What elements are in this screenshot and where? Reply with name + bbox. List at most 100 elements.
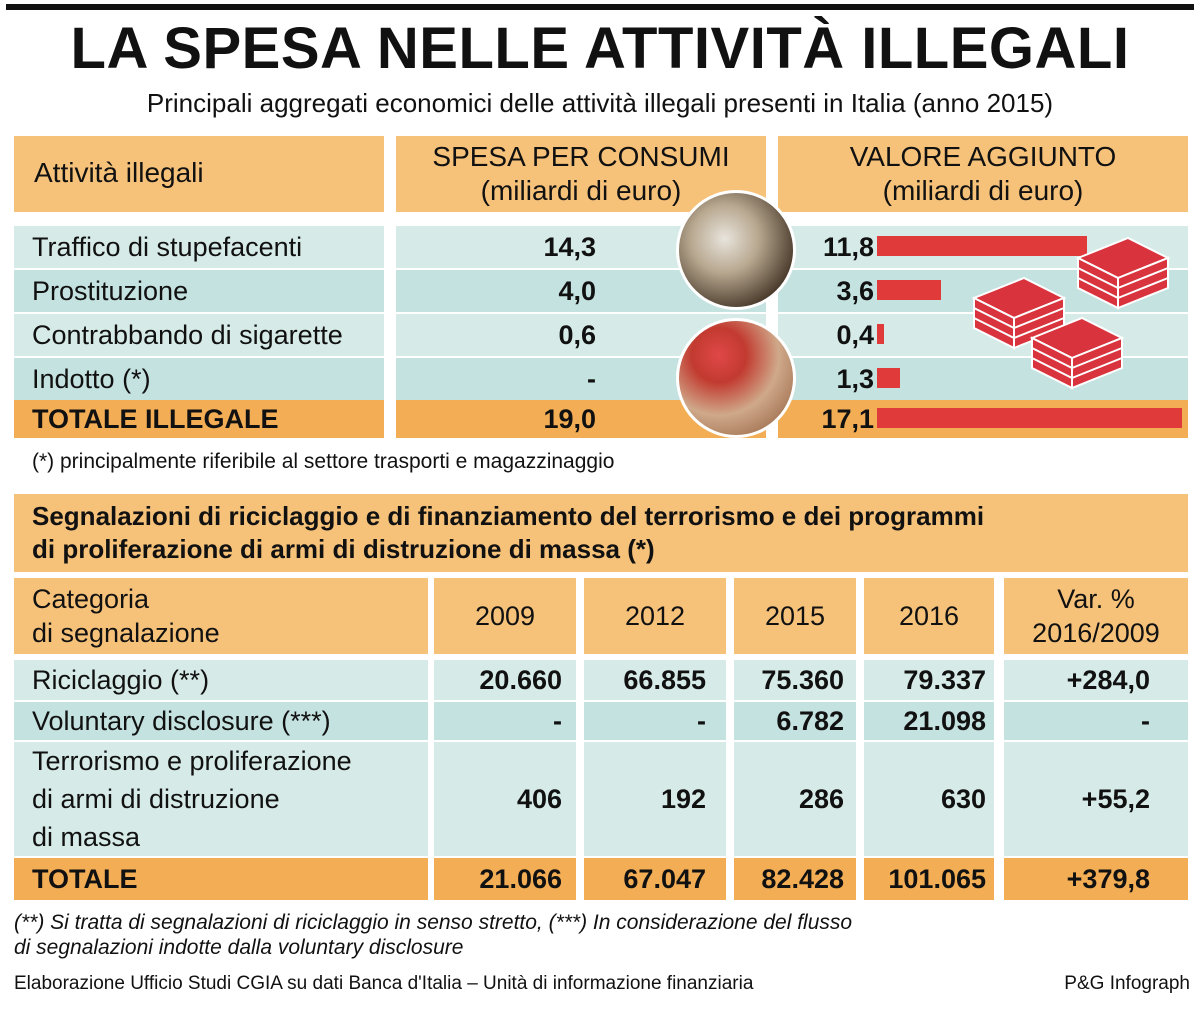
- drugs-photo: [676, 190, 796, 310]
- t2-bg: [864, 660, 994, 700]
- t2-bg: [584, 660, 726, 700]
- credit: P&G Infograph: [1064, 973, 1190, 994]
- t2-row-3-label-line1: Terrorismo e proliferazione: [32, 746, 352, 776]
- valore-bar-2: [877, 280, 941, 300]
- t2-footnote: (**) Si tratta di segnalazioni di ricicl…: [14, 910, 852, 960]
- t2-header-2012: 2012: [584, 578, 726, 654]
- t1-row-bg-1a: [14, 226, 384, 268]
- t2-header-var-line1: Var. %: [1057, 584, 1135, 614]
- t2-total-bg: [734, 858, 856, 900]
- t1-footnote: (*) principalmente riferibile al settore…: [32, 450, 615, 473]
- t2-row-3-2012: 192: [660, 784, 706, 814]
- t1-row-3-spesa: 0,6: [558, 320, 596, 350]
- t2-row-2-label: Voluntary disclosure (***): [32, 706, 331, 736]
- t2-total-bg: [14, 858, 428, 900]
- t2-bg: [864, 702, 994, 740]
- t1-row-3-valore: 0,4: [836, 320, 874, 350]
- header-valore: VALORE AGGIUNTO (miliardi di euro): [778, 136, 1188, 212]
- t2-bg: [864, 742, 994, 856]
- t1-row-bg-4a: [14, 358, 384, 400]
- t1-row-3-label: Contrabbando di sigarette: [32, 320, 343, 350]
- t2-bg: [734, 702, 856, 740]
- t2-total-bg: [434, 858, 576, 900]
- t2-row-1-2015: 75.360: [761, 665, 844, 695]
- t2-row-2-2015: 6.782: [776, 706, 844, 736]
- t2-row-3-2016: 630: [940, 784, 986, 814]
- header-activity: Attività illegali: [14, 136, 384, 212]
- t2-header-var-line2: 2016/2009: [1032, 618, 1160, 648]
- t1-total-bg-a: [14, 400, 384, 438]
- t2-total-2009: 21.066: [479, 864, 562, 894]
- t1-row-4-spesa: -: [587, 364, 596, 394]
- page-title: LA SPESA NELLE ATTIVITÀ ILLEGALI: [70, 16, 1130, 81]
- t2-row-1-2009: 20.660: [479, 665, 562, 695]
- t2-header-category-line1: Categoria: [32, 584, 150, 614]
- t2-total-var: +379,8: [1066, 864, 1150, 894]
- t2-row-3-label: Terrorismo e proliferazione di armi di d…: [32, 742, 352, 856]
- valore-bar-4: [877, 368, 900, 388]
- t2-bg: [734, 660, 856, 700]
- header-spesa-unit: (miliardi di euro): [480, 175, 682, 206]
- t1-row-1-label: Traffico di stupefacenti: [32, 232, 303, 262]
- t2-row-2-var: -: [1141, 706, 1150, 736]
- t1-total-label: TOTALE ILLEGALE: [32, 404, 279, 434]
- t2-heading: Segnalazioni di riciclaggio e di finanzi…: [14, 494, 1188, 572]
- t2-row-3-2009: 406: [516, 784, 562, 814]
- t2-bg: [434, 660, 576, 700]
- t2-bg: [1004, 742, 1188, 856]
- t2-row-2-2016: 21.098: [903, 706, 986, 736]
- t1-row-1-valore: 11,8: [822, 232, 874, 262]
- header-valore-unit: (miliardi di euro): [882, 175, 1084, 206]
- t2-total-2015: 82.428: [761, 864, 844, 894]
- t1-row-bg-3a: [14, 314, 384, 356]
- t2-row-1-2012: 66.855: [623, 665, 706, 695]
- t2-heading-line1: Segnalazioni di riciclaggio e di finanzi…: [32, 501, 985, 531]
- t2-row-2-2009: -: [553, 706, 562, 736]
- t1-total-valore: 17,1: [821, 404, 874, 434]
- t2-bg: [14, 702, 428, 740]
- t2-bg: [14, 660, 428, 700]
- t1-row-4-label: Indotto (*): [32, 364, 151, 394]
- t2-bg: [584, 702, 726, 740]
- t2-bg: [14, 742, 428, 856]
- t2-row-3-2015: 286: [798, 784, 844, 814]
- t2-heading-line2: di proliferazione di armi di distruzione…: [32, 534, 655, 564]
- t1-row-bg-2a: [14, 270, 384, 312]
- t2-footnote-line1: (**) Si tratta di segnalazioni di ricicl…: [14, 911, 853, 934]
- t2-row-3-var: +55,2: [1081, 784, 1150, 814]
- t1-row-4-valore: 1,3: [836, 364, 874, 394]
- header-activity-label: Attività illegali: [34, 157, 204, 188]
- t2-row-1-2016: 79.337: [903, 665, 986, 695]
- valore-bar-1: [877, 236, 1087, 256]
- t2-header-category: Categoria di segnalazione: [14, 578, 428, 654]
- t2-total-bg: [584, 858, 726, 900]
- t1-total-spesa: 19,0: [543, 404, 596, 434]
- t2-total-bg: [864, 858, 994, 900]
- t2-row-1-var: +284,0: [1066, 665, 1150, 695]
- t2-header-var: Var. % 2016/2009: [1004, 578, 1188, 654]
- t2-bg: [734, 742, 856, 856]
- t2-footnote-line2: di segnalazioni indotte dalla voluntary …: [14, 936, 464, 959]
- t2-header-category-line2: di segnalazione: [32, 618, 220, 648]
- t2-total-label: TOTALE: [32, 864, 138, 894]
- t1-row-2-label: Prostituzione: [32, 276, 189, 306]
- money-stacks-icon: [971, 236, 1171, 390]
- t2-row-2-2012: -: [697, 706, 706, 736]
- t2-row-1-label: Riciclaggio (**): [32, 665, 210, 695]
- t1-row-2-spesa: 4,0: [558, 276, 596, 306]
- t2-bg: [584, 742, 726, 856]
- t2-total-2012: 67.047: [623, 864, 706, 894]
- t2-bg: [434, 702, 576, 740]
- source-note: Elaborazione Ufficio Studi CGIA su dati …: [14, 973, 754, 994]
- t2-header-2016: 2016: [864, 578, 994, 654]
- page-subtitle: Principali aggregati economici delle att…: [146, 88, 1054, 118]
- t2-total-2016: 101.065: [888, 864, 986, 894]
- valore-bar-3: [877, 324, 884, 344]
- valore-bar-5: [877, 408, 1182, 428]
- top-rule: [6, 4, 1194, 10]
- header-spesa: SPESA PER CONSUMI (miliardi di euro): [396, 136, 766, 212]
- t1-row-2-valore: 3,6: [836, 276, 874, 306]
- t2-bg: [1004, 660, 1188, 700]
- t2-row-3-label-line3: di massa: [32, 822, 141, 852]
- cigarettes-photo: [676, 318, 796, 438]
